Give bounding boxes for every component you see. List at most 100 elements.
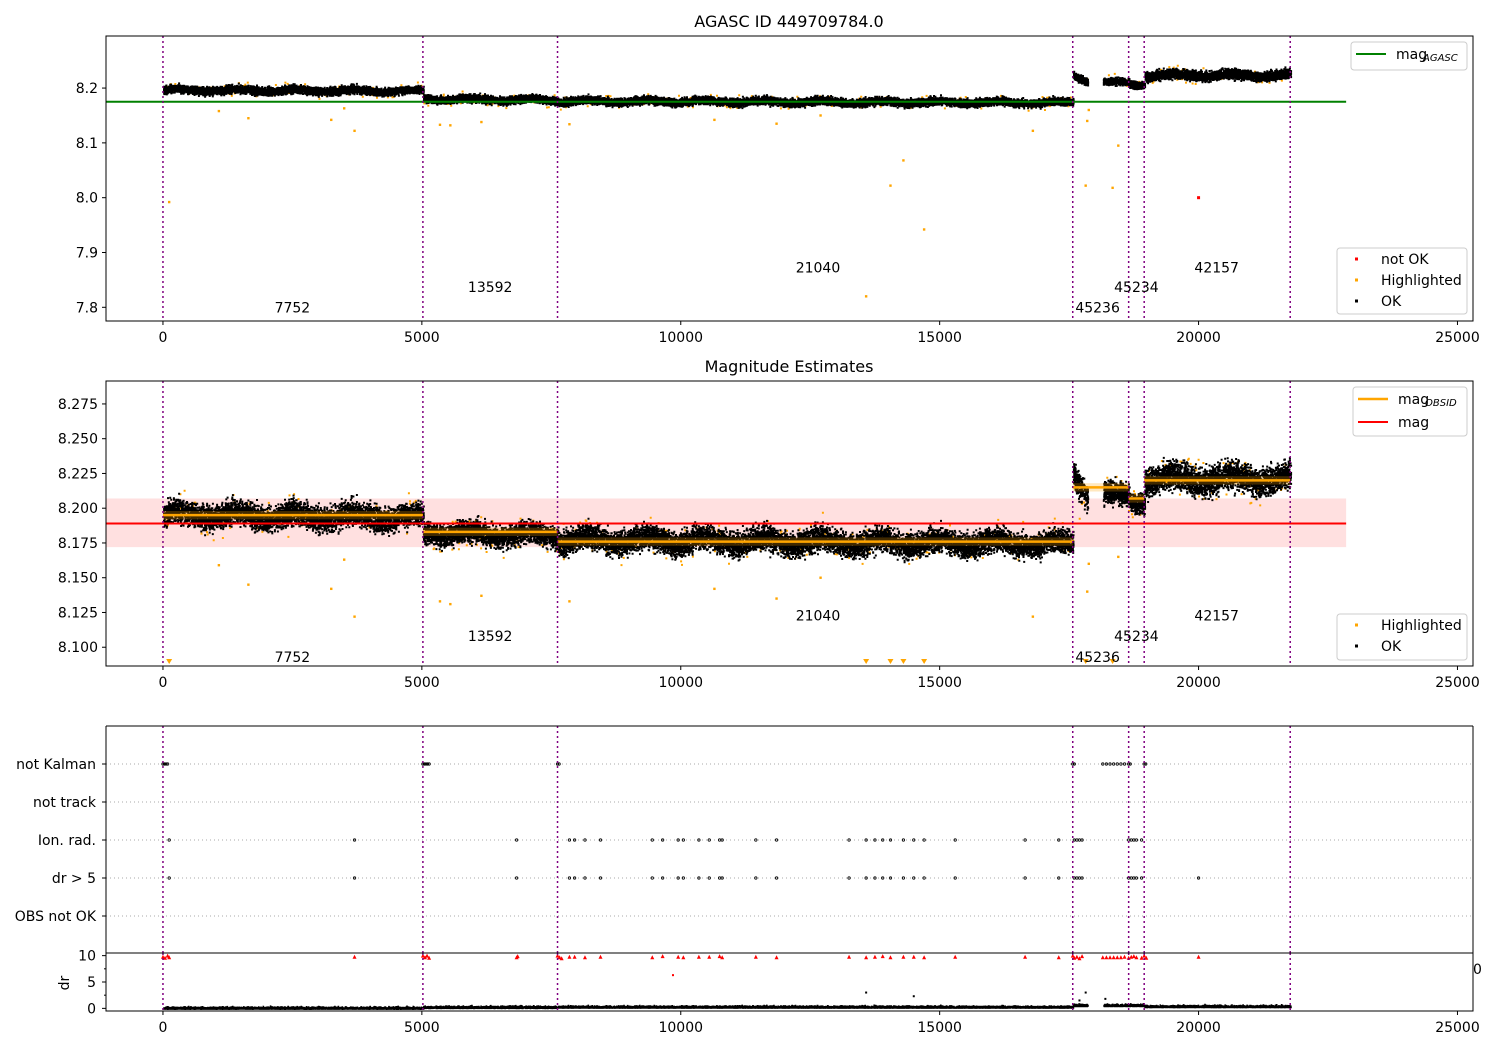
high-dr-marker: [160, 954, 165, 959]
high-dr-marker: [911, 954, 916, 959]
high-dr-marker: [1115, 955, 1120, 960]
x-tick-label: 0: [158, 675, 167, 691]
magnitude-estimates-panel: Magnitude Estimates 7752 13592 21040 45236 4…: [58, 357, 1480, 691]
flag-point: [1144, 762, 1148, 766]
highlighted-outlier: [713, 587, 716, 591]
dr-point: [671, 974, 674, 977]
highlighted-outlier: [568, 600, 571, 603]
flag-point: [598, 838, 603, 842]
flag-row-label: Ion. rad.: [38, 833, 96, 849]
high-dr-marker: [572, 954, 577, 959]
high-dr-marker: [567, 954, 572, 959]
highlighted-outlier: [342, 558, 346, 561]
x-tick-label: 20000: [1176, 1020, 1221, 1036]
flag-point: [888, 876, 893, 880]
x-tick-label: 0: [158, 1020, 167, 1036]
flag-point: [1057, 876, 1061, 880]
flag-point: [888, 838, 893, 842]
high-dr-marker: [696, 954, 701, 959]
obsid-label: 21040: [796, 608, 841, 624]
flag-point: [1196, 876, 1201, 880]
high-dr-marker: [1070, 953, 1075, 958]
y-tick-label: 8.2: [76, 81, 98, 97]
flag-point: [1140, 876, 1144, 880]
panel1-frame: [105, 35, 1474, 322]
below-range-marker: [921, 659, 928, 664]
dr-ylabel: dr: [57, 975, 73, 990]
flag-point: [583, 876, 587, 880]
flag-point: [707, 838, 711, 842]
flag-point: [425, 762, 430, 766]
flags-panel: not Kalman not track Ion. rad. dr > 5 OBS no…: [15, 725, 1474, 953]
flag-point: [720, 838, 724, 842]
highlighted-outlier: [342, 107, 346, 110]
high-dr-marker: [953, 954, 958, 959]
flag-point: [1057, 838, 1061, 842]
high-dr-marker: [515, 954, 520, 959]
highlighted-outlier: [864, 295, 868, 298]
flag-point: [1080, 838, 1084, 842]
y-tick-label: 8.100: [58, 640, 98, 656]
high-dr-marker: [681, 955, 686, 960]
flag-point: [352, 838, 357, 842]
highlighted-outlier: [1084, 184, 1087, 187]
high-dr-marker: [598, 954, 603, 959]
panel2-frame: [105, 380, 1474, 667]
highlighted-outlier: [922, 228, 926, 231]
flag-point: [515, 876, 519, 880]
ok-points: [163, 456, 1293, 564]
highlighted-outlier: [449, 602, 452, 606]
flag-point: [352, 876, 357, 880]
highlighted-outlier: [217, 564, 221, 567]
dr-point: [1078, 999, 1081, 1002]
high-dr-marker: [1056, 955, 1061, 960]
legend-marker: [1355, 644, 1358, 648]
below-range-marker: [1082, 659, 1089, 664]
obsid-label: 13592: [468, 280, 513, 296]
agasc-magnitude-panel: AGASC ID 449709784.0 7752 13592 21040 45236…: [76, 12, 1480, 346]
high-dr-marker: [1118, 955, 1123, 960]
flag-point: [774, 876, 779, 880]
y-tick-label: 8.225: [58, 466, 98, 482]
panel1-title: AGASC ID 449709784.0: [694, 12, 883, 31]
flag-point: [681, 876, 685, 880]
flag-point: [1075, 876, 1079, 880]
flag-point: [1132, 838, 1136, 842]
highlighted-outlier: [902, 159, 905, 162]
flag-point: [661, 838, 665, 842]
flag-point: [1134, 876, 1139, 880]
highlighted-outlier: [1086, 119, 1089, 123]
flag-point: [754, 838, 758, 842]
flag-point: [515, 838, 519, 842]
highlighted-outlier: [353, 615, 356, 618]
legend-mag-agasc-subscript: AGASC: [1422, 53, 1458, 64]
highlighted-outlier: [330, 587, 333, 591]
flag-point: [873, 876, 877, 880]
legend-marker: [1355, 299, 1358, 303]
flag-point: [847, 838, 851, 842]
flag-row-label: dr > 5: [52, 871, 96, 887]
highlighted-outlier: [1117, 555, 1120, 559]
y-tick-label: 10: [78, 949, 96, 965]
flag-point: [162, 762, 167, 766]
highlighted-outlier: [217, 109, 221, 113]
high-dr-marker: [1134, 955, 1139, 960]
flag-point: [1075, 838, 1079, 842]
legend-box: [1336, 247, 1468, 315]
flag-point: [697, 876, 701, 880]
highlighted-outlier: [1031, 615, 1035, 618]
obsid-label: 21040: [796, 260, 841, 276]
highlighted-outlier: [889, 184, 892, 187]
flag-point: [1023, 838, 1027, 842]
high-dr-marker: [427, 955, 432, 960]
flag-point: [650, 838, 654, 842]
flag-point: [567, 876, 572, 880]
legend-mag-obsid-subscript: OBSID: [1425, 398, 1457, 409]
legend-label: Highlighted: [1381, 618, 1462, 634]
highlighted-outlier: [438, 123, 442, 126]
y-tick-label: 8.175: [58, 536, 98, 552]
high-dr-marker: [1196, 954, 1201, 959]
flag-point: [847, 876, 851, 880]
high-dr-marker: [1122, 954, 1127, 959]
flag-point: [583, 838, 587, 842]
